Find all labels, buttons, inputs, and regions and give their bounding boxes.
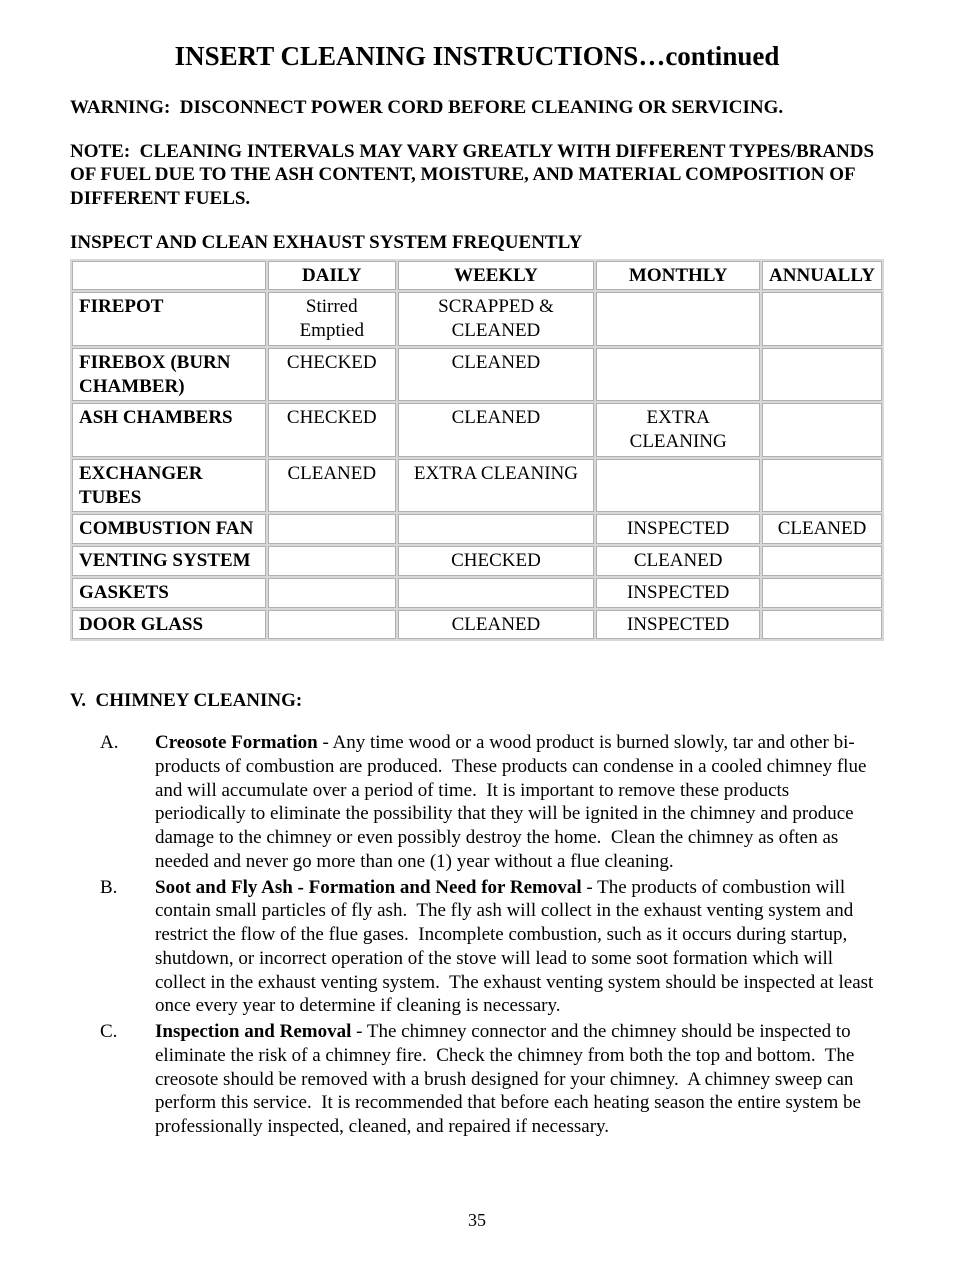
cell-weekly: CLEANED [398,348,595,402]
col-daily: DAILY [268,261,396,291]
table-header-row: DAILY WEEKLY MONTHLY ANNUALLY [72,261,882,291]
row-label: ASH CHAMBERS [72,403,266,457]
cell-monthly: INSPECTED [596,578,760,608]
table-row: DOOR GLASS CLEANEDINSPECTED [72,610,882,640]
list-marker: B. [100,876,155,1019]
table-row: FIREPOTStirred EmptiedSCRAPPED & CLEANED [72,292,882,346]
col-annually: ANNUALLY [762,261,882,291]
cell-daily [268,610,396,640]
table-row: FIREBOX (BURN CHAMBER)CHECKEDCLEANED [72,348,882,402]
warning-text: WARNING: DISCONNECT POWER CORD BEFORE CL… [70,96,884,120]
cell-weekly: CHECKED [398,546,595,576]
list-item: C.Inspection and Removal - The chimney c… [100,1020,884,1139]
cell-weekly: SCRAPPED & CLEANED [398,292,595,346]
table-row: GASKETS INSPECTED [72,578,882,608]
cell-annually [762,546,882,576]
cell-monthly [596,459,760,513]
row-label: FIREPOT [72,292,266,346]
cell-weekly: CLEANED [398,610,595,640]
list-body: Soot and Fly Ash - Formation and Need fo… [155,876,884,1019]
cell-daily [268,514,396,544]
cell-monthly: EXTRA CLEANING [596,403,760,457]
table-row: ASH CHAMBERSCHECKEDCLEANEDEXTRA CLEANING [72,403,882,457]
section-list: A.Creosote Formation - Any time wood or … [100,731,884,1139]
cell-monthly [596,292,760,346]
page-number: 35 [70,1209,884,1232]
cell-annually [762,459,882,513]
col-weekly: WEEKLY [398,261,595,291]
list-lead: Creosote Formation [155,732,318,753]
cell-monthly: CLEANED [596,546,760,576]
cleaning-schedule-table: DAILY WEEKLY MONTHLY ANNUALLY FIREPOTSti… [70,259,884,642]
table-row: EXCHANGER TUBESCLEANEDEXTRA CLEANING [72,459,882,513]
list-marker: A. [100,731,155,874]
row-label: VENTING SYSTEM [72,546,266,576]
cell-monthly: INSPECTED [596,610,760,640]
cell-weekly: CLEANED [398,403,595,457]
table-body: FIREPOTStirred EmptiedSCRAPPED & CLEANED… [72,292,882,639]
cell-annually [762,292,882,346]
cell-annually [762,403,882,457]
list-lead: Inspection and Removal [155,1021,351,1042]
cell-annually [762,610,882,640]
list-item: A.Creosote Formation - Any time wood or … [100,731,884,874]
list-body: Inspection and Removal - The chimney con… [155,1020,884,1139]
table-row: VENTING SYSTEM CHECKEDCLEANED [72,546,882,576]
cell-daily: CHECKED [268,348,396,402]
cell-annually [762,348,882,402]
cell-monthly: INSPECTED [596,514,760,544]
cell-daily: CHECKED [268,403,396,457]
page-title: INSERT CLEANING INSTRUCTIONS…continued [70,40,884,74]
note-text: NOTE: CLEANING INTERVALS MAY VARY GREATL… [70,140,884,211]
table-row: COMBUSTION FAN INSPECTEDCLEANED [72,514,882,544]
section-heading: V. CHIMNEY CLEANING: [70,689,884,713]
col-monthly: MONTHLY [596,261,760,291]
table-heading: INSPECT AND CLEAN EXHAUST SYSTEM FREQUEN… [70,231,884,255]
list-marker: C. [100,1020,155,1139]
cell-daily: Stirred Emptied [268,292,396,346]
cell-daily [268,546,396,576]
list-item: B.Soot and Fly Ash - Formation and Need … [100,876,884,1019]
list-body: Creosote Formation - Any time wood or a … [155,731,884,874]
row-label: EXCHANGER TUBES [72,459,266,513]
cell-weekly: EXTRA CLEANING [398,459,595,513]
cell-annually: CLEANED [762,514,882,544]
row-label: COMBUSTION FAN [72,514,266,544]
row-label: FIREBOX (BURN CHAMBER) [72,348,266,402]
cell-monthly [596,348,760,402]
cell-daily: CLEANED [268,459,396,513]
col-blank [72,261,266,291]
list-lead: Soot and Fly Ash - Formation and Need fo… [155,877,582,898]
row-label: DOOR GLASS [72,610,266,640]
row-label: GASKETS [72,578,266,608]
cell-weekly [398,578,595,608]
cell-weekly [398,514,595,544]
cell-daily [268,578,396,608]
cell-annually [762,578,882,608]
